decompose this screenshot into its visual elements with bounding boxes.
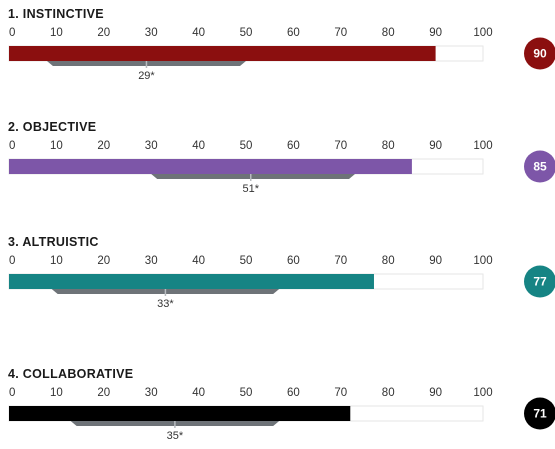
tick-label: 30 [145, 140, 158, 152]
tick-label: 50 [240, 255, 253, 267]
score-badge [524, 397, 555, 430]
tick-label: 80 [382, 140, 395, 152]
tick-label: 20 [97, 140, 110, 152]
score-badge-label: 90 [533, 47, 547, 61]
tick-label: 70 [334, 387, 347, 399]
tick-label: 80 [382, 255, 395, 267]
score-badge-label: 71 [533, 407, 547, 421]
tick-label: 10 [50, 140, 63, 152]
tick-label: 20 [97, 27, 110, 39]
tick-label: 20 [97, 387, 110, 399]
tick-label: 60 [287, 27, 300, 39]
tick-label: 0 [9, 27, 15, 39]
chart-title: 1. INSTINCTIVE [8, 7, 104, 21]
tick-label: 0 [9, 140, 15, 152]
tick-label: 0 [9, 255, 15, 267]
tick-label: 0 [9, 387, 15, 399]
tick-label: 70 [334, 140, 347, 152]
tick-label: 10 [50, 255, 63, 267]
tick-label: 60 [287, 387, 300, 399]
tick-label: 50 [240, 27, 253, 39]
tick-label: 30 [145, 255, 158, 267]
tick-label: 60 [287, 140, 300, 152]
tick-label: 60 [287, 255, 300, 267]
tick-label: 40 [192, 387, 205, 399]
tick-label: 90 [429, 387, 442, 399]
tick-label: 80 [382, 387, 395, 399]
tick-label: 100 [473, 27, 492, 39]
norm-range-band [151, 174, 356, 179]
tick-label: 100 [473, 387, 492, 399]
tick-label: 10 [50, 27, 63, 39]
norm-label: 51* [242, 183, 259, 195]
tick-label: 40 [192, 140, 205, 152]
score-badge [524, 265, 555, 298]
tick-label: 40 [192, 255, 205, 267]
tick-label: 100 [473, 140, 492, 152]
tick-label: 30 [145, 27, 158, 39]
tick-label: 10 [50, 387, 63, 399]
score-badge [524, 37, 555, 70]
score-bar [9, 46, 436, 61]
tick-label: 50 [240, 387, 253, 399]
tick-label: 70 [334, 27, 347, 39]
tick-label: 40 [192, 27, 205, 39]
norm-label: 35* [167, 430, 184, 442]
tick-label: 50 [240, 140, 253, 152]
tick-label: 80 [382, 27, 395, 39]
score-bar [9, 406, 351, 421]
score-badge-label: 85 [533, 160, 547, 174]
tick-label: 90 [429, 140, 442, 152]
tick-label: 30 [145, 387, 158, 399]
score-bar [9, 159, 412, 174]
norm-label: 29* [138, 70, 155, 82]
tick-label: 20 [97, 255, 110, 267]
chart-title: 4. COLLABORATIVE [8, 367, 133, 381]
score-badge [524, 150, 555, 183]
tick-label: 90 [429, 255, 442, 267]
score-badge-label: 77 [533, 275, 547, 289]
tick-label: 90 [429, 27, 442, 39]
tick-label: 70 [334, 255, 347, 267]
norm-label: 33* [157, 298, 174, 310]
chart-title: 3. ALTRUISTIC [8, 235, 99, 249]
score-bar [9, 274, 374, 289]
chart-title: 2. OBJECTIVE [8, 120, 96, 134]
tick-label: 100 [473, 255, 492, 267]
